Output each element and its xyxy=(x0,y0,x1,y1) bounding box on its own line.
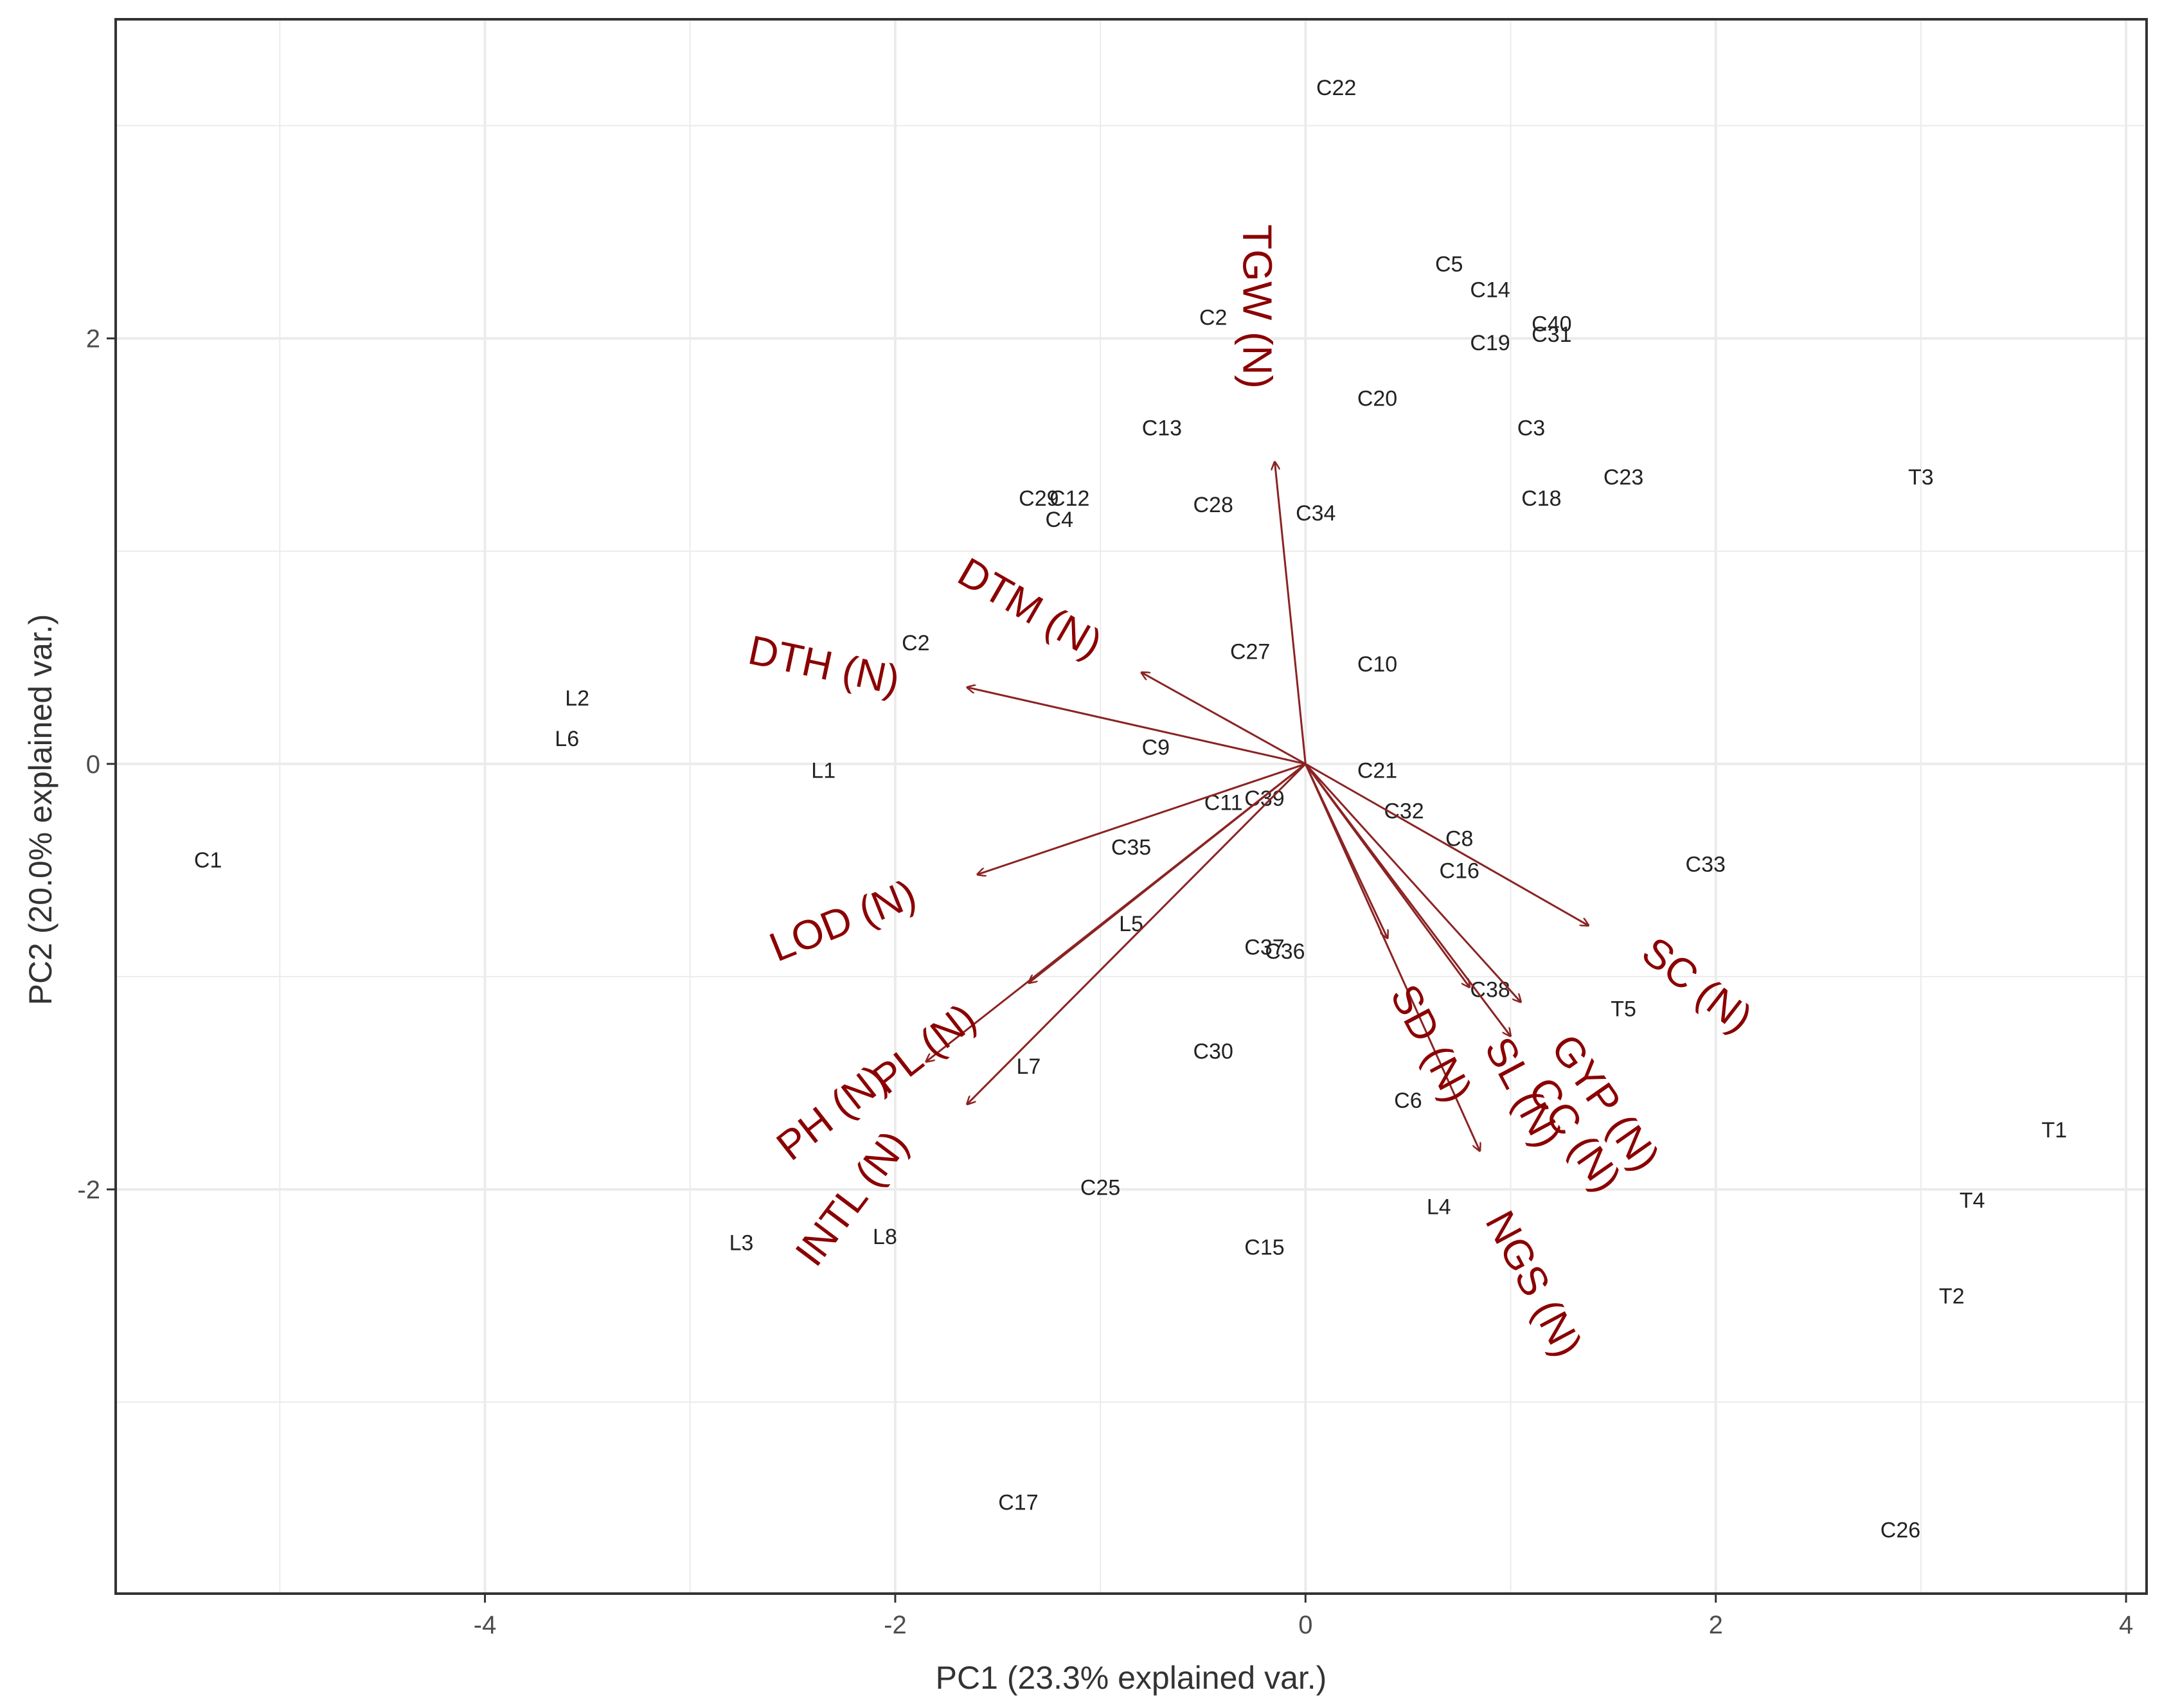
point-label: C23 xyxy=(1604,465,1643,490)
point-label: C3 xyxy=(1517,416,1545,441)
panel-border xyxy=(114,18,2148,1595)
point-label: C1 xyxy=(194,848,222,873)
point-label: T4 xyxy=(1960,1189,1985,1213)
point-label: C34 xyxy=(1296,501,1336,526)
point-label: C21 xyxy=(1357,759,1397,783)
grid-minor xyxy=(116,19,2147,1594)
point-label: L1 xyxy=(811,759,835,783)
loading-arrow xyxy=(1305,763,1588,926)
point-label: L4 xyxy=(1427,1195,1451,1219)
point-label: C10 xyxy=(1357,652,1397,677)
loading-arrow xyxy=(926,763,1307,1062)
x-axis: -4 -2 0 2 4 xyxy=(474,1594,2133,1639)
point-label: T3 xyxy=(1908,465,1934,490)
x-tick-label: -4 xyxy=(474,1611,497,1639)
variable-label: SC (N) xyxy=(1634,928,1761,1042)
point-label: C35 xyxy=(1111,835,1151,860)
point-label: C13 xyxy=(1142,416,1182,441)
point-label: C30 xyxy=(1193,1040,1233,1064)
point-label: C2 xyxy=(902,631,929,655)
x-axis-title: PC1 (23.3% explained var.) xyxy=(936,1660,1327,1696)
loading-arrow xyxy=(1141,672,1307,765)
point-label: C40 xyxy=(1532,312,1571,336)
point-label: C12 xyxy=(1050,486,1089,511)
point-label: C26 xyxy=(1881,1518,1920,1543)
point-label: C18 xyxy=(1521,486,1561,511)
point-label: C36 xyxy=(1265,939,1305,964)
loading-arrow xyxy=(1304,763,1479,1152)
point-label: C11 xyxy=(1204,790,1243,815)
point-label: C20 xyxy=(1357,386,1397,411)
grid-major xyxy=(116,19,2147,1594)
x-tick-label: 2 xyxy=(1709,1611,1723,1639)
y-axis: -2 0 2 xyxy=(77,325,116,1204)
point-label: C31 xyxy=(1532,323,1571,347)
point-label: C22 xyxy=(1316,76,1356,100)
point-label: C16 xyxy=(1440,858,1479,883)
point-label: C28 xyxy=(1193,493,1233,517)
point-label: C29 xyxy=(1019,486,1059,511)
variable-label: TGW (N) xyxy=(1235,224,1281,389)
point-label: L8 xyxy=(873,1225,897,1249)
loading-arrow xyxy=(1274,462,1307,764)
point-label: C2 xyxy=(1199,306,1227,330)
point-label: C17 xyxy=(998,1491,1038,1515)
point-label: C9 xyxy=(1142,735,1170,760)
point-label: C5 xyxy=(1435,253,1463,277)
point-label: C8 xyxy=(1445,827,1473,851)
loading-arrow xyxy=(967,688,1306,765)
loading-arrow xyxy=(1305,763,1510,1036)
point-label: T2 xyxy=(1939,1284,1965,1308)
x-tick-label: -2 xyxy=(884,1611,907,1639)
y-axis-title: PC2 (20.0% explained var.) xyxy=(22,614,58,1006)
point-label: C37 xyxy=(1244,936,1284,960)
point-label: C25 xyxy=(1080,1176,1120,1200)
loading-arrow xyxy=(967,763,1307,1105)
point-label: L2 xyxy=(565,686,589,711)
point-label: C15 xyxy=(1244,1235,1284,1259)
point-label: T1 xyxy=(2042,1118,2068,1143)
y-tick-label: 0 xyxy=(86,751,100,779)
point-label: C6 xyxy=(1394,1089,1422,1113)
point-label: C27 xyxy=(1230,639,1270,664)
point-label: T5 xyxy=(1611,997,1636,1022)
x-tick-label: 0 xyxy=(1298,1611,1312,1639)
point-label: L5 xyxy=(1119,912,1143,936)
point-label: C33 xyxy=(1686,852,1726,876)
loading-arrows-layer xyxy=(926,462,1589,1152)
point-label: C4 xyxy=(1046,508,1073,532)
point-label: C14 xyxy=(1470,278,1510,302)
loading-arrow xyxy=(1305,763,1521,1002)
point-label: L7 xyxy=(1016,1054,1041,1079)
variable-label: NGS (N) xyxy=(1477,1203,1592,1364)
y-tick-label: -2 xyxy=(77,1176,100,1204)
x-tick-label: 4 xyxy=(2119,1611,2133,1639)
loading-arrow xyxy=(978,763,1306,875)
variable-label: LOD (N) xyxy=(763,870,922,970)
point-label: L6 xyxy=(555,727,579,751)
point-label: L3 xyxy=(729,1231,754,1256)
y-tick-label: 2 xyxy=(86,325,100,353)
variable-label: DTH (N) xyxy=(744,627,904,704)
point-label: C19 xyxy=(1470,331,1510,355)
variable-label: DTM (N) xyxy=(951,549,1110,668)
